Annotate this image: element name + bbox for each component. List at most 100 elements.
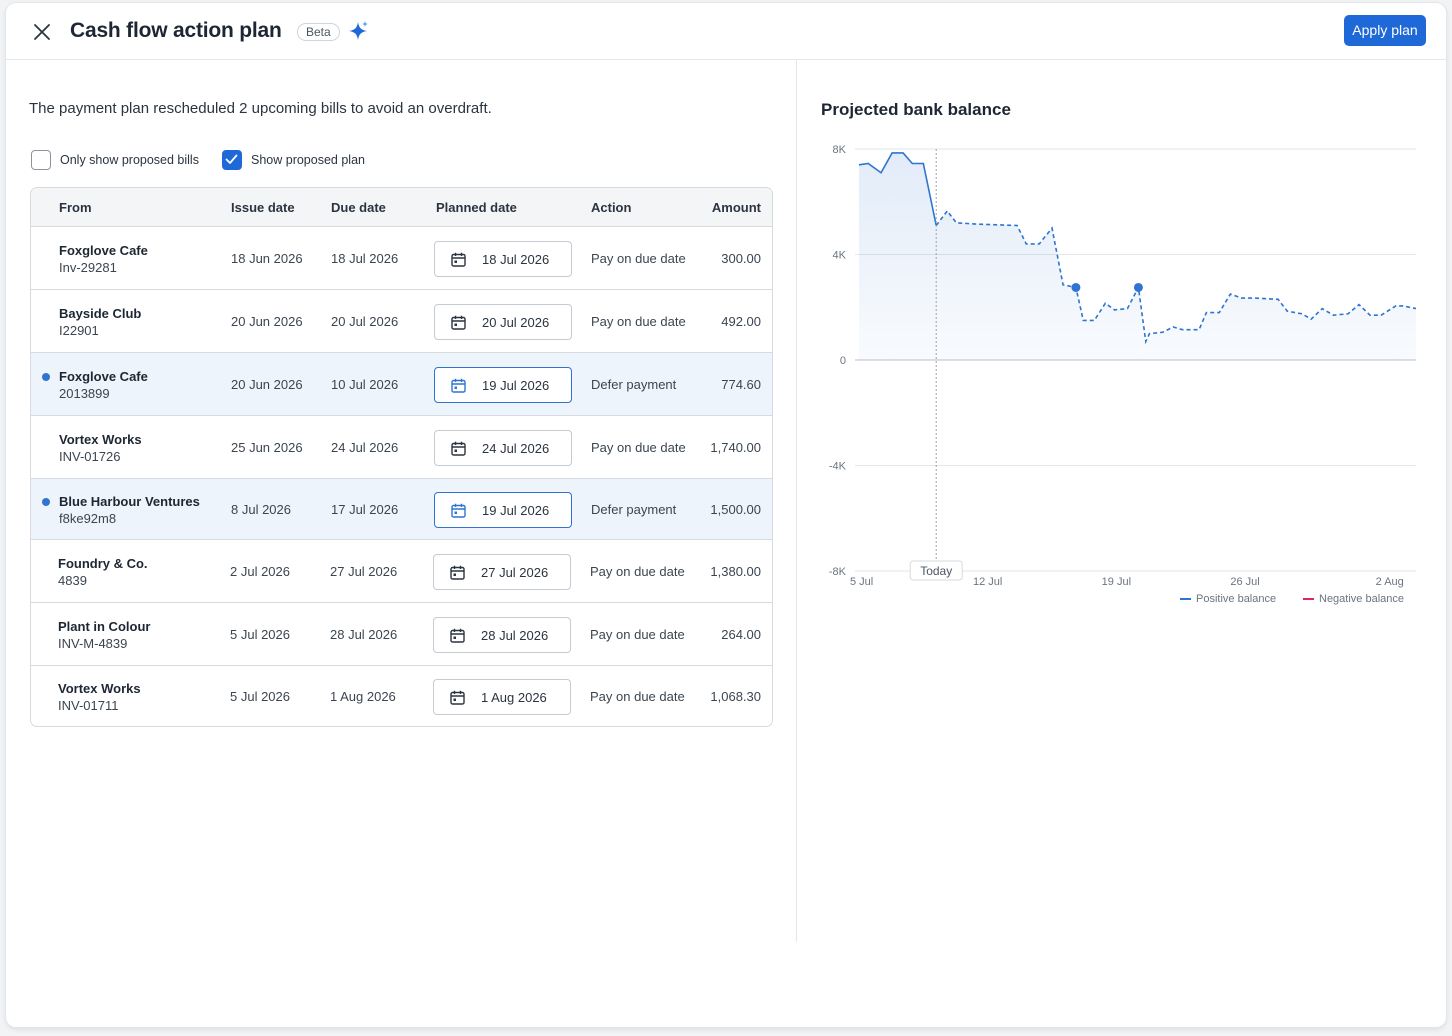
calendar-icon bbox=[451, 441, 466, 456]
row-action: Defer payment bbox=[591, 502, 677, 517]
planned-date-picker[interactable]: 24 Jul 2026 bbox=[434, 430, 572, 466]
chart-title: Projected bank balance bbox=[821, 100, 1011, 119]
supplier-name: Vortex Works bbox=[59, 432, 142, 447]
issue-date: 2 Jul 2026 bbox=[230, 564, 290, 579]
col-action[interactable]: Action bbox=[591, 200, 632, 215]
row-action: Pay on due date bbox=[591, 314, 686, 329]
positive-balance-area bbox=[859, 152, 1416, 360]
table-row[interactable]: Plant in Colour INV-M-4839 5 Jul 2026 28 Ju… bbox=[31, 603, 772, 666]
table-row[interactable]: Foxglove Cafe Inv-29281 18 Jun 2026 18 Jul … bbox=[31, 227, 772, 290]
calendar-icon bbox=[451, 315, 466, 330]
x-tick-label: 5 Jul bbox=[850, 576, 873, 588]
payment-marker bbox=[1133, 282, 1143, 292]
calendar-icon bbox=[450, 690, 465, 705]
balance-chart: 8K 4K 0 -4K -8K5 Jul 12 Jul 19 Jul 26 Jul 2 Aug T… bbox=[829, 144, 1417, 588]
supplier-name: Foxglove Cafe bbox=[59, 369, 148, 384]
col-due-date[interactable]: Due date bbox=[331, 200, 386, 215]
planned-date-value: 19 Jul 2026 bbox=[482, 378, 550, 393]
y-tick-label: -8K bbox=[829, 566, 847, 578]
today-label: Today bbox=[920, 564, 952, 578]
issue-date: 20 Jun 2026 bbox=[231, 314, 303, 329]
planned-date-picker[interactable]: 18 Jul 2026 bbox=[434, 241, 572, 277]
row-amount: 300.00 bbox=[721, 251, 761, 266]
planned-date-picker[interactable]: 1 Aug 2026 bbox=[433, 679, 571, 715]
supplier-name: Blue Harbour Ventures bbox=[59, 494, 200, 509]
planned-date-picker[interactable]: 27 Jul 2026 bbox=[433, 554, 571, 590]
x-tick-label: 2 Aug bbox=[1376, 576, 1404, 588]
y-tick-label: 8K bbox=[833, 144, 847, 156]
cash-flow-modal: Cash flow action plan Beta Apply plan Th… bbox=[6, 3, 1446, 1027]
issue-date: 18 Jun 2026 bbox=[231, 251, 303, 266]
bill-reference: Inv-29281 bbox=[59, 260, 117, 275]
col-from[interactable]: From bbox=[59, 200, 92, 215]
sparkle-icon bbox=[349, 21, 368, 40]
only-proposed-filter[interactable]: Only show proposed bills bbox=[31, 150, 199, 170]
close-button[interactable] bbox=[31, 21, 53, 43]
row-amount: 774.60 bbox=[721, 377, 761, 392]
row-amount: 1,740.00 bbox=[710, 440, 761, 455]
projected-balance-line bbox=[935, 209, 1417, 345]
row-action: Pay on due date bbox=[591, 440, 686, 455]
checkmark-icon bbox=[225, 154, 238, 164]
apply-plan-button[interactable]: Apply plan bbox=[1344, 15, 1426, 46]
table-row[interactable]: Vortex Works INV-01726 25 Jun 2026 24 Jul 2… bbox=[31, 416, 772, 479]
supplier-name: Vortex Works bbox=[58, 681, 141, 696]
bill-reference: INV-01711 bbox=[58, 698, 119, 713]
calendar-icon bbox=[450, 565, 465, 580]
due-date: 17 Jul 2026 bbox=[331, 502, 399, 517]
planned-date-picker[interactable]: 19 Jul 2026 bbox=[434, 367, 572, 403]
only-proposed-checkbox[interactable] bbox=[31, 150, 51, 170]
table-row[interactable]: Bayside Club I22901 20 Jun 2026 20 Jul 2026… bbox=[31, 290, 772, 353]
calendar-icon bbox=[451, 252, 466, 267]
close-icon[interactable] bbox=[31, 21, 53, 43]
actual-balance-line bbox=[858, 152, 937, 226]
calendar-icon bbox=[451, 378, 466, 393]
x-tick-label: 26 Jul bbox=[1230, 576, 1259, 588]
planned-date-value: 19 Jul 2026 bbox=[482, 503, 550, 518]
show-plan-filter[interactable]: Show proposed plan bbox=[222, 150, 365, 170]
bill-reference: 4839 bbox=[58, 573, 87, 588]
planned-date-value: 24 Jul 2026 bbox=[482, 441, 550, 456]
table-row[interactable]: Vortex Works INV-01711 5 Jul 2026 1 Aug 202… bbox=[31, 666, 772, 726]
col-planned-date[interactable]: Planned date bbox=[436, 200, 517, 215]
table-row[interactable]: Foxglove Cafe 2013899 20 Jun 2026 10 Jul 20… bbox=[31, 353, 772, 416]
issue-date: 5 Jul 2026 bbox=[230, 689, 290, 704]
bill-reference: 2013899 bbox=[59, 386, 110, 401]
due-date: 28 Jul 2026 bbox=[330, 627, 398, 642]
planned-date-picker[interactable]: 28 Jul 2026 bbox=[433, 617, 571, 653]
y-tick-label: 0 bbox=[840, 355, 846, 367]
row-action: Pay on due date bbox=[591, 251, 686, 266]
planned-date-picker[interactable]: 19 Jul 2026 bbox=[434, 492, 572, 528]
legend-positive-label: Positive balance bbox=[1196, 593, 1277, 605]
row-amount: 1,068.30 bbox=[710, 689, 761, 704]
row-action: Pay on due date bbox=[590, 689, 685, 704]
show-plan-checkbox[interactable] bbox=[222, 150, 242, 170]
beta-badge: Beta bbox=[297, 23, 340, 41]
table-row[interactable]: Blue Harbour Ventures f8ke92m8 8 Jul 2026 1… bbox=[31, 479, 772, 540]
today-tag bbox=[909, 560, 963, 581]
plan-summary: The payment plan rescheduled 2 upcoming … bbox=[29, 100, 492, 117]
row-amount: 1,500.00 bbox=[710, 502, 761, 517]
x-tick-label: 12 Jul bbox=[973, 576, 1002, 588]
table-row[interactable]: Foundry & Co. 4839 2 Jul 2026 27 Jul 2026 27… bbox=[31, 540, 772, 603]
col-issue-date[interactable]: Issue date bbox=[231, 200, 295, 215]
proposed-indicator bbox=[42, 373, 50, 381]
bills-table: From Issue date Due date Planned date Ac… bbox=[30, 187, 773, 727]
calendar-icon bbox=[451, 503, 466, 518]
modal-header: Cash flow action plan Beta Apply plan bbox=[6, 3, 1446, 60]
calendar-icon bbox=[450, 628, 465, 643]
planned-date-picker[interactable]: 20 Jul 2026 bbox=[434, 304, 572, 340]
legend-positive: Positive balance bbox=[1180, 593, 1276, 605]
legend-positive-swatch bbox=[1180, 598, 1191, 600]
due-date: 18 Jul 2026 bbox=[331, 251, 399, 266]
row-amount: 492.00 bbox=[721, 314, 761, 329]
page-title: Cash flow action plan bbox=[70, 19, 282, 42]
x-tick-label: 19 Jul bbox=[1102, 576, 1131, 588]
y-tick-label: 4K bbox=[833, 250, 847, 262]
col-amount[interactable]: Amount bbox=[711, 200, 761, 215]
supplier-name: Plant in Colour bbox=[58, 619, 151, 634]
table-header: From Issue date Due date Planned date Ac… bbox=[31, 188, 772, 227]
bill-reference: f8ke92m8 bbox=[59, 511, 117, 526]
planned-date-value: 28 Jul 2026 bbox=[481, 628, 549, 643]
planned-date-value: 20 Jul 2026 bbox=[482, 315, 550, 330]
